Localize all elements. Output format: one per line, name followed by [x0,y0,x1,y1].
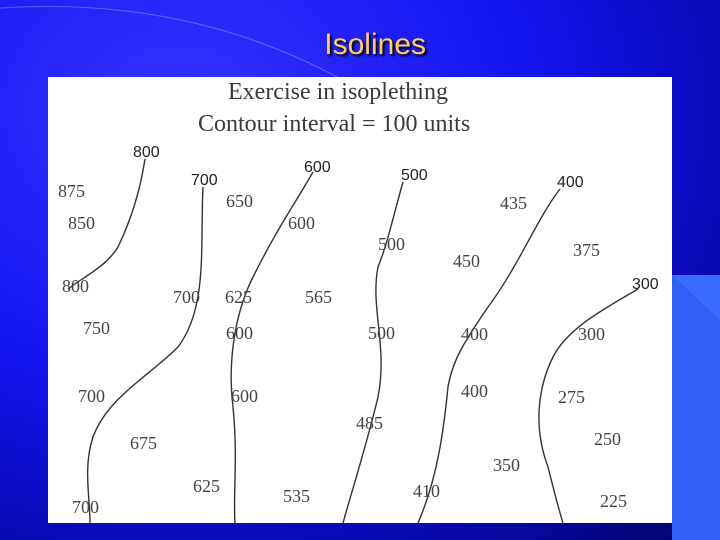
point-value: 850 [68,213,95,233]
point-value: 450 [453,251,480,271]
point-value: 400 [461,324,488,344]
point-value: 600 [226,323,253,343]
isoline-label-600: 600 [304,159,331,176]
exercise-heading: Exercise in isoplething [228,79,448,105]
exercise-image: Exercise in isoplething Contour interval… [48,77,672,523]
point-value: 875 [58,181,85,201]
isoline-label-700: 700 [191,172,218,189]
isoline-800 [67,158,146,290]
point-value: 400 [461,381,488,401]
point-value: 600 [288,213,315,233]
point-value: 300 [578,324,605,344]
point-value: 800 [62,276,89,296]
isoline-label-800: 800 [133,144,160,161]
point-value: 485 [356,413,383,433]
point-value: 225 [600,491,627,511]
point-value: 675 [130,433,157,453]
point-value: 350 [493,455,520,475]
point-value: 535 [283,486,310,506]
isoline-label-500: 500 [401,167,428,184]
isoline-label-300: 300 [632,276,659,293]
point-value: 500 [378,234,405,254]
point-value: 435 [500,193,527,213]
point-value: 750 [83,318,110,338]
point-value: 375 [573,240,600,260]
isoline-600 [230,171,314,523]
isoline-400 [417,188,561,523]
point-value: 625 [193,476,220,496]
point-value: 500 [368,323,395,343]
point-value: 700 [173,287,200,307]
isoline-500 [342,181,404,523]
decorative-bar-corner [672,275,720,540]
point-value: 600 [231,386,258,406]
point-value: 650 [226,191,253,211]
isoline-300 [538,288,639,523]
point-value: 250 [594,429,621,449]
decorative-arc [0,5,361,91]
point-value: 700 [72,497,99,517]
slide-title: Isolines [324,28,426,61]
point-value: 625 [225,287,252,307]
point-value: 275 [558,387,585,407]
isoline-label-400: 400 [557,174,584,191]
point-value: 565 [305,287,332,307]
isoline-700 [86,186,204,523]
isoline-map: 800 700 600 500 400 300 875 850 800 750 … [58,144,659,523]
point-value: 700 [78,386,105,406]
point-value: 410 [413,481,440,501]
exercise-subheading: Contour interval = 100 units [198,111,471,137]
